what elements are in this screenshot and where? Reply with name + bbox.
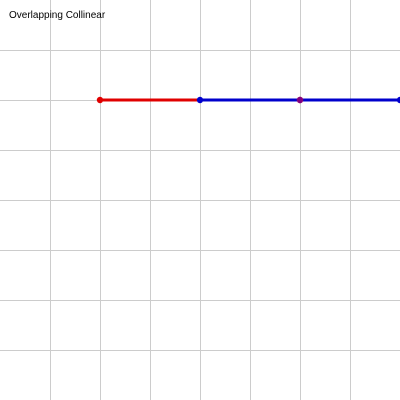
segment-blue-start-point — [196, 96, 204, 104]
overlap-point — [296, 96, 304, 104]
segment-red-start-point — [96, 96, 104, 104]
segment-blue-end-point — [396, 96, 400, 104]
diagram-title: Overlapping Collinear — [9, 10, 106, 21]
point-layer — [96, 96, 400, 104]
